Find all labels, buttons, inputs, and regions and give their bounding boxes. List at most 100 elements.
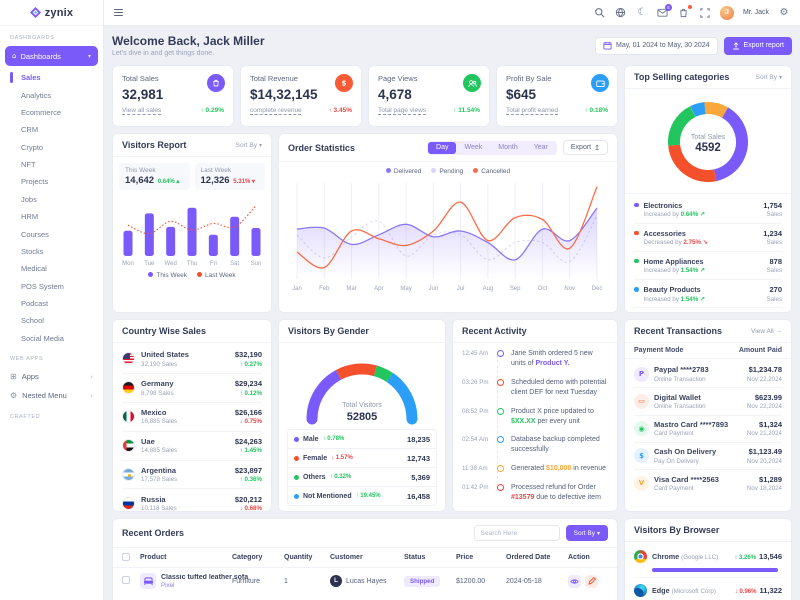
tab-day[interactable]: Day bbox=[428, 141, 457, 154]
main-area: ☾ 5 J Mr. Jack ⚙ Welcome Back, Jack Mill… bbox=[104, 0, 800, 600]
sidebar-item-crypto[interactable]: Crypto bbox=[21, 142, 44, 152]
last-week-box: Last Week 12,326 5.31% ▾ bbox=[194, 163, 265, 190]
product-subname[interactable]: Pixel bbox=[161, 581, 175, 589]
language-icon[interactable] bbox=[615, 7, 627, 19]
sidebar-item-social-media[interactable]: Social Media bbox=[21, 333, 64, 343]
sidebar-item-crm[interactable]: CRM bbox=[21, 125, 39, 135]
gender-card: Visitors By Gender Total Visitors 52805 M… bbox=[278, 319, 446, 512]
brand-diamond-icon bbox=[29, 7, 41, 18]
svg-text:Total Visitors: Total Visitors bbox=[342, 402, 382, 409]
sidebar-item-analytics[interactable]: Analytics bbox=[21, 90, 52, 100]
select-all-checkbox[interactable] bbox=[122, 552, 130, 561]
gender-name: Male bbox=[303, 435, 319, 443]
gender-gauge-svg: Total Visitors 52805 bbox=[306, 363, 418, 425]
brand-logo[interactable]: zynix bbox=[0, 0, 103, 26]
view-eye-icon[interactable] bbox=[568, 574, 581, 588]
order-statistics-svg: Jan Feb Mar Apr May Jun Jul Aug Sep Oct Nov Dec bbox=[292, 183, 602, 292]
sidebar-item-ecommerce[interactable]: Ecommerce bbox=[21, 107, 62, 117]
col-header-action: Action bbox=[568, 554, 590, 561]
view-all-link[interactable]: View All → bbox=[751, 327, 782, 335]
sidebar-item-nft[interactable]: NFT bbox=[21, 160, 36, 170]
sidebar-menu: Sales Analytics Ecommerce CRM Crypto NFT Proje… bbox=[0, 69, 103, 347]
country-amount: $29,234 bbox=[234, 379, 262, 389]
recent-orders-title: Recent Orders bbox=[122, 528, 185, 538]
search-icon[interactable] bbox=[594, 7, 606, 19]
stats-row: Total Sales 32,981 View all sales ↑ 0.29% To… bbox=[112, 65, 618, 127]
browser-value: 11,322 bbox=[759, 585, 782, 595]
gender-value: 18,235 bbox=[407, 434, 430, 444]
gender-delta: ↑ 0.78% bbox=[322, 436, 345, 442]
legend-item: Last Week bbox=[197, 272, 236, 279]
tab-year[interactable]: Year bbox=[533, 144, 548, 151]
stat-value: 4,678 bbox=[378, 87, 412, 102]
sidebar-item-courses[interactable]: Courses bbox=[21, 229, 49, 239]
share-arrow-icon: ↥ bbox=[594, 143, 600, 152]
transaction-amount: $623.99 bbox=[754, 392, 782, 402]
orders-sortby-button[interactable]: Sort By bbox=[565, 525, 608, 541]
sidebar-item-apps[interactable]: ⊞ Apps › bbox=[0, 367, 103, 386]
sidebar-item-jobs[interactable]: Jobs bbox=[21, 194, 37, 204]
orders-search-input[interactable] bbox=[473, 525, 560, 541]
sidebar-item-pos-system[interactable]: POS System bbox=[21, 281, 64, 291]
transaction-type: Pay On Delivery bbox=[654, 457, 699, 465]
country-amount: $32,190 bbox=[234, 350, 262, 360]
country-row: Germany 8,798 Sales $29,234 ↑ 0.12% bbox=[122, 374, 262, 403]
transaction-row: V Visa Card ****2563 Card Payment $1,289 Nov… bbox=[634, 470, 782, 496]
stat-link[interactable]: Total page views bbox=[378, 107, 427, 114]
stat-link[interactable]: View all sales bbox=[122, 107, 162, 114]
settings-gear-icon[interactable]: ⚙ bbox=[779, 7, 789, 18]
mail-icon[interactable]: 5 bbox=[657, 3, 672, 19]
category-name: Accessories bbox=[643, 228, 686, 238]
sidebar-item-hrm[interactable]: HRM bbox=[21, 212, 39, 222]
gender-dot bbox=[294, 493, 299, 499]
hamburger-menu-icon[interactable] bbox=[114, 8, 123, 17]
category-change: Increased by 1.54% ↗ bbox=[643, 267, 706, 275]
sidebar-item-medical[interactable]: Medical bbox=[21, 264, 47, 274]
shopping-bag-icon[interactable] bbox=[678, 4, 692, 19]
product-thumbnail bbox=[140, 573, 156, 589]
sidebar-item-podcast[interactable]: Podcast bbox=[21, 299, 49, 309]
sidebar-item-projects[interactable]: Projects bbox=[21, 177, 49, 187]
user-avatar[interactable]: J bbox=[719, 5, 734, 20]
order-statistics-export-button[interactable]: Export ↥ bbox=[562, 140, 608, 155]
edit-pencil-icon[interactable] bbox=[585, 574, 598, 588]
col-header-category: Category bbox=[232, 554, 263, 561]
this-week-box: This Week 14,642 0.64% ▴ bbox=[119, 163, 190, 190]
stat-link[interactable]: complete revenue bbox=[250, 107, 302, 114]
sidebar-item-school[interactable]: School bbox=[21, 316, 44, 326]
order-statistics-legend: Delivered Pending Cancelled bbox=[287, 168, 609, 175]
svg-text:May: May bbox=[400, 286, 411, 292]
top-selling-sortby-dropdown[interactable]: Sort By bbox=[756, 74, 782, 81]
sidebar-item-nested-menu[interactable]: ⚙ Nested Menu › bbox=[0, 386, 103, 405]
col-header-ordered-date: Ordered Date bbox=[506, 554, 551, 561]
timeline-connector bbox=[497, 355, 498, 490]
gender-row: Female ↓ 1.57% 12,743 bbox=[287, 449, 437, 468]
page-title: Welcome Back, Jack Miller bbox=[112, 34, 265, 48]
row-checkbox[interactable] bbox=[122, 576, 130, 584]
sidebar-item-stocks[interactable]: Stocks bbox=[21, 246, 44, 256]
svg-text:Nov: Nov bbox=[564, 286, 575, 292]
country-row: Russia 10,118 Sales $20,212 ↓ 0.68% bbox=[122, 489, 262, 511]
dark-mode-moon-icon[interactable]: ☾ bbox=[637, 7, 647, 18]
export-report-button[interactable]: Export report bbox=[723, 36, 792, 55]
col-amount-paid: Amount Paid bbox=[738, 347, 782, 354]
transactions-columns: Payment Mode Amount Paid bbox=[625, 343, 791, 359]
stat-link[interactable]: Total profit earned bbox=[506, 107, 559, 114]
chevron-down-icon bbox=[86, 53, 91, 60]
brand-name: zynix bbox=[44, 6, 74, 19]
user-name[interactable]: Mr. Jack bbox=[742, 9, 769, 16]
sidebar-section-crafted: CRAFTED bbox=[10, 414, 41, 420]
sidebar-item-dashboards[interactable]: ⌂ Dashboards bbox=[5, 46, 98, 66]
gender-name: Others bbox=[303, 473, 326, 481]
activity-item: 11:38 Am Generated $10,000 in revenue bbox=[462, 464, 608, 474]
gender-delta: ↑ 0.32% bbox=[329, 474, 352, 480]
svg-text:Thu: Thu bbox=[187, 261, 197, 267]
tab-week[interactable]: Week bbox=[464, 144, 483, 151]
tab-month[interactable]: Month bbox=[498, 144, 518, 151]
sidebar-item-sales[interactable]: Sales bbox=[0, 69, 103, 86]
fullscreen-icon[interactable] bbox=[699, 7, 711, 19]
customer-name: Lucas Hayes bbox=[346, 577, 387, 585]
visitors-sortby-dropdown[interactable]: Sort By bbox=[236, 142, 262, 149]
date-range-picker[interactable]: May, 01 2024 to May, 30 2024 bbox=[595, 36, 718, 55]
activity-time: 12:45 Am bbox=[462, 350, 489, 357]
